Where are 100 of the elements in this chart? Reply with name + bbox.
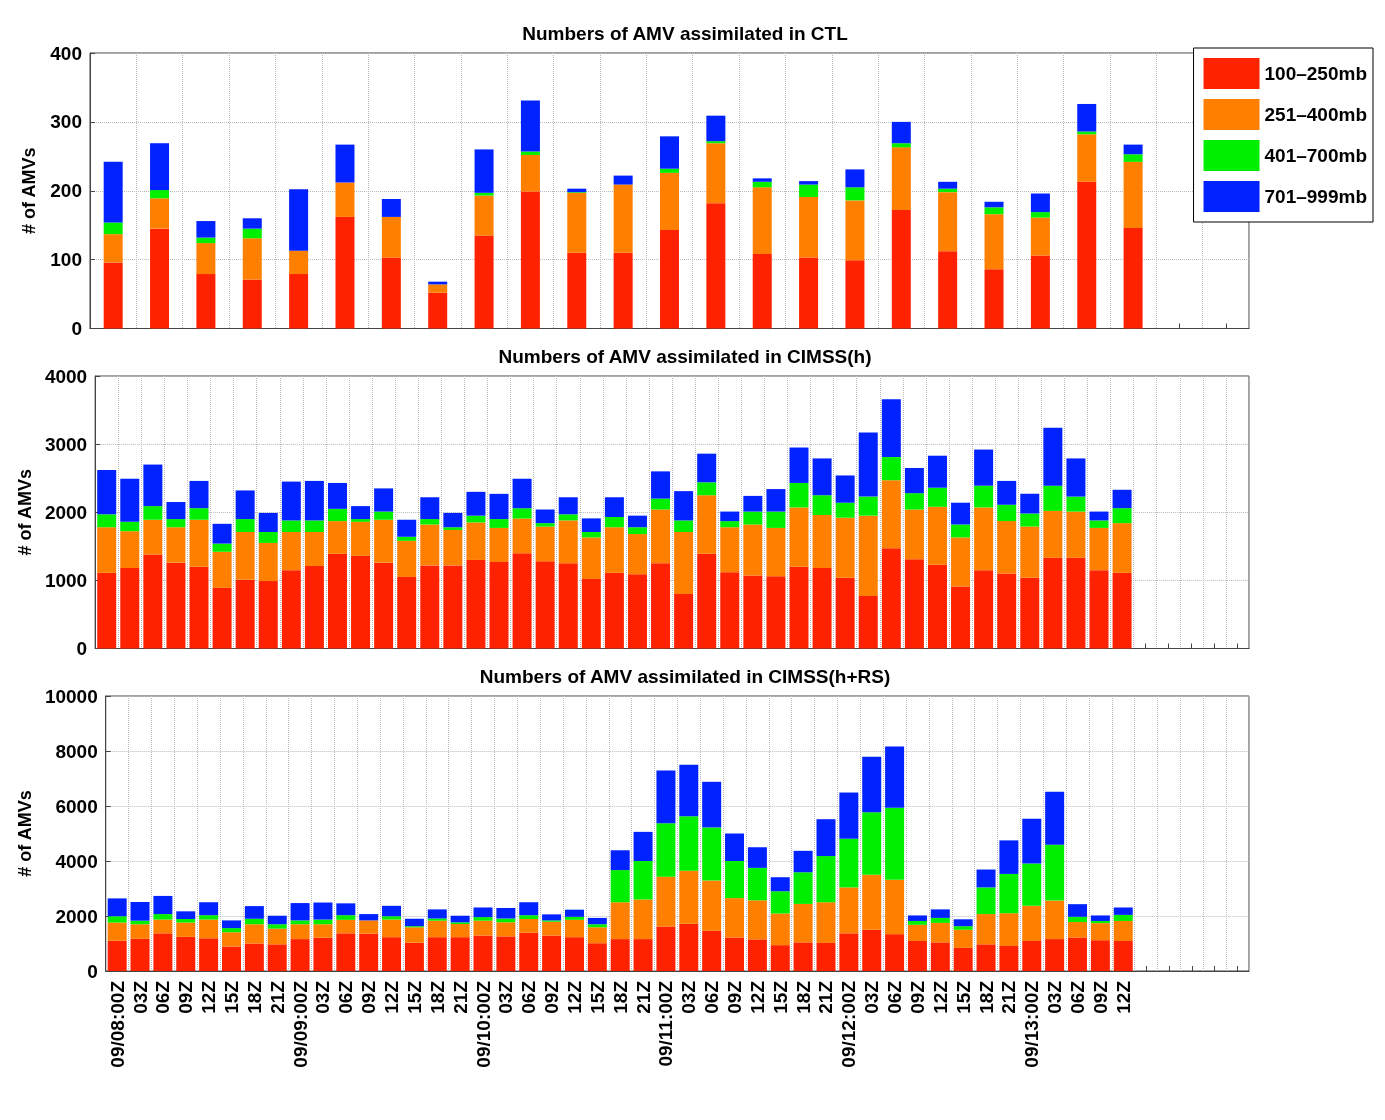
bar <box>1112 572 1132 649</box>
legend-label: 100–250mb <box>1264 63 1367 84</box>
bar <box>858 432 878 497</box>
y-tick-label: 2000 <box>55 905 98 927</box>
bar <box>725 937 745 971</box>
bar <box>512 518 532 554</box>
legend-label: 701–999mb <box>1264 186 1367 207</box>
bar <box>799 257 819 329</box>
bar <box>697 553 717 649</box>
bar <box>427 909 447 919</box>
bar <box>1022 941 1042 971</box>
bar <box>904 559 924 649</box>
bar <box>938 181 958 189</box>
bar <box>199 919 219 939</box>
bar <box>793 872 813 904</box>
bar <box>1020 513 1040 527</box>
bar <box>558 563 578 649</box>
bar <box>904 509 924 560</box>
bar <box>427 920 447 938</box>
y-tick-label: 3000 <box>44 433 88 455</box>
y-tick-label: 0 <box>76 638 88 659</box>
bar <box>150 228 170 329</box>
bar <box>474 195 494 236</box>
bar <box>627 515 647 528</box>
bar <box>97 572 117 649</box>
bar <box>997 521 1017 574</box>
bar <box>489 561 509 649</box>
bar <box>336 903 356 916</box>
bar <box>835 475 855 503</box>
bar <box>443 512 463 528</box>
bar <box>581 537 601 580</box>
bar <box>304 566 324 649</box>
y-tick-label: 100 <box>50 249 82 271</box>
x-tick-label: 21Z <box>632 980 654 1014</box>
bar <box>535 509 555 524</box>
x-tick-label: 09/10:00Z <box>472 980 494 1068</box>
bar <box>747 900 767 940</box>
bar <box>907 924 927 942</box>
bar <box>633 861 653 900</box>
bar <box>420 565 440 649</box>
bar <box>196 274 216 329</box>
bar <box>953 926 973 930</box>
bar <box>1022 818 1042 864</box>
bar <box>885 879 905 935</box>
x-tick-label: 06Z <box>884 980 906 1014</box>
bar <box>674 491 694 521</box>
bar <box>520 151 540 155</box>
bar <box>351 506 371 520</box>
bar <box>120 568 140 649</box>
bar <box>984 214 1004 270</box>
bar <box>604 527 624 573</box>
bar <box>489 519 509 528</box>
bar <box>382 919 402 938</box>
bar <box>466 559 486 649</box>
bar <box>382 905 402 917</box>
x-tick-label: 15Z <box>403 980 425 1014</box>
bar <box>976 887 996 915</box>
bar <box>862 812 882 875</box>
bar <box>290 924 310 940</box>
bar <box>1113 907 1133 915</box>
bar <box>789 482 809 508</box>
bar <box>660 172 679 231</box>
bar <box>1066 557 1086 649</box>
bar <box>845 169 865 188</box>
bar <box>443 565 463 649</box>
bar <box>374 511 394 520</box>
bar <box>176 919 196 923</box>
bar <box>374 562 394 649</box>
x-tick-label: 12Z <box>198 980 220 1014</box>
x-tick-label: 18Z <box>975 980 997 1014</box>
bar <box>327 482 347 509</box>
bar <box>604 517 624 528</box>
bar <box>221 928 241 933</box>
bar <box>443 529 463 566</box>
bar <box>489 527 509 562</box>
bar <box>267 944 287 971</box>
bar <box>610 939 630 971</box>
bar <box>176 936 196 971</box>
bar <box>816 819 836 857</box>
bar <box>427 918 447 921</box>
bar <box>999 945 1019 971</box>
bar <box>474 192 494 196</box>
bar <box>381 257 401 329</box>
bar <box>567 192 587 253</box>
bar <box>633 939 653 971</box>
bar <box>927 455 947 488</box>
chart-title: Numbers of AMV assimilated in CIMSS(h) <box>498 346 872 367</box>
bar <box>150 190 170 199</box>
bar <box>336 933 356 971</box>
bar <box>496 922 516 937</box>
bar <box>143 506 163 520</box>
bar <box>697 495 717 554</box>
bar <box>404 918 424 927</box>
bar <box>221 932 241 947</box>
bar <box>1077 181 1097 329</box>
bar <box>974 507 994 571</box>
bar <box>244 924 264 944</box>
bar <box>891 121 911 144</box>
bar <box>752 178 772 182</box>
bar <box>564 916 584 920</box>
